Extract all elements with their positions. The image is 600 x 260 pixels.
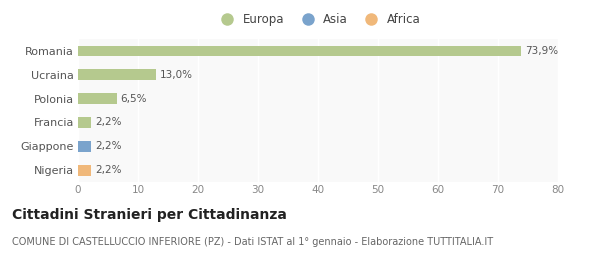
Bar [78, 46, 521, 56]
Text: 6,5%: 6,5% [121, 94, 147, 103]
Text: 2,2%: 2,2% [95, 165, 121, 175]
Bar [78, 93, 117, 104]
Text: 13,0%: 13,0% [160, 70, 193, 80]
Bar [78, 69, 156, 80]
Bar [78, 117, 91, 128]
Text: 2,2%: 2,2% [95, 118, 121, 127]
Bar [78, 165, 91, 176]
Text: COMUNE DI CASTELLUCCIO INFERIORE (PZ) - Dati ISTAT al 1° gennaio - Elaborazione : COMUNE DI CASTELLUCCIO INFERIORE (PZ) - … [12, 237, 493, 246]
Text: 73,9%: 73,9% [525, 46, 558, 56]
Text: 2,2%: 2,2% [95, 141, 121, 151]
Bar [78, 141, 91, 152]
Legend: Europa, Asia, Africa: Europa, Asia, Africa [215, 13, 421, 26]
Text: Cittadini Stranieri per Cittadinanza: Cittadini Stranieri per Cittadinanza [12, 208, 287, 222]
